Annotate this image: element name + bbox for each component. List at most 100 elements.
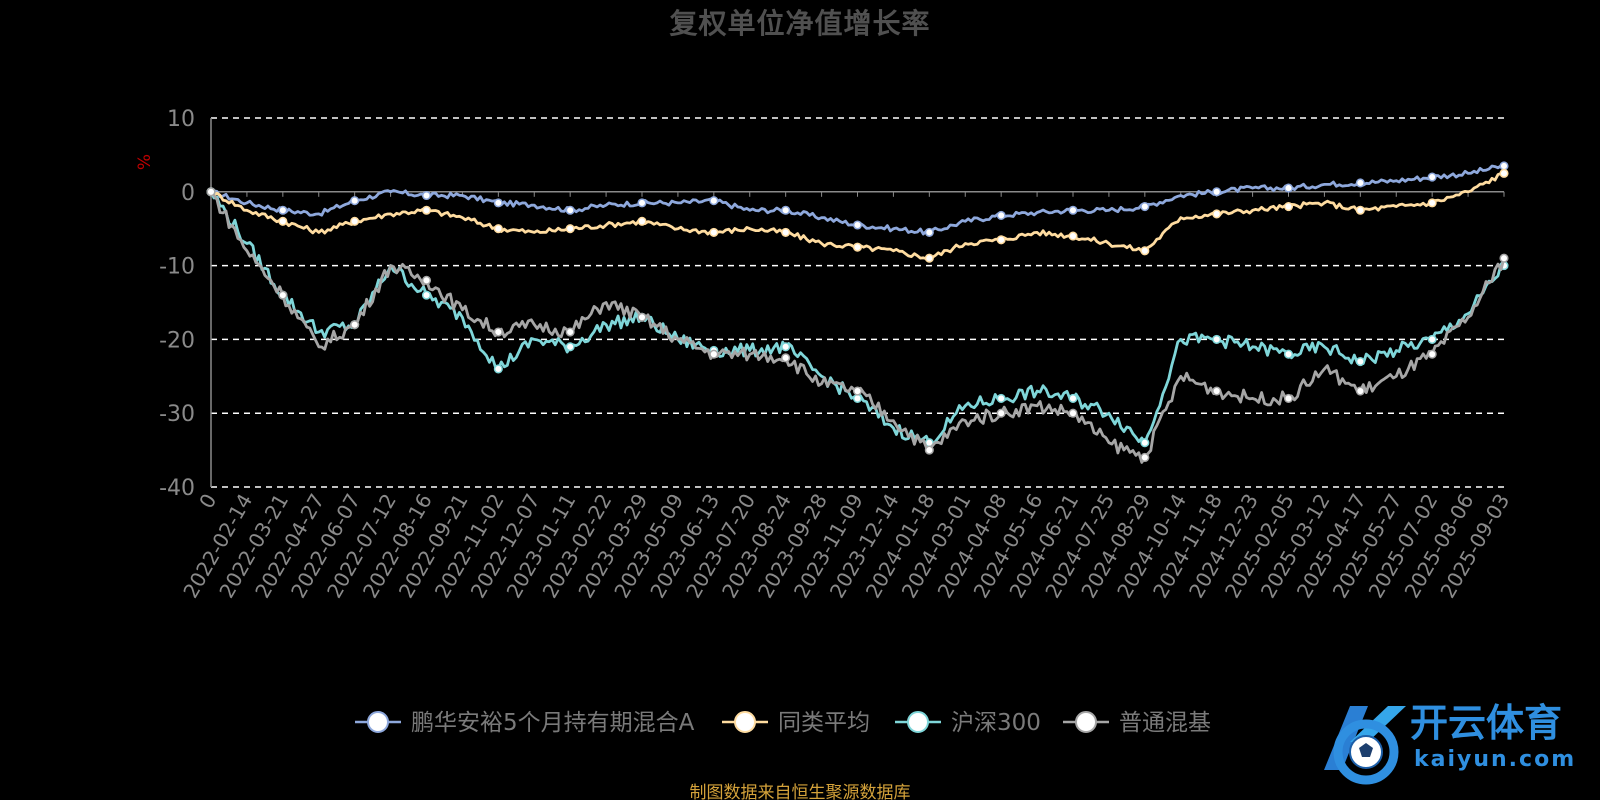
data-point	[493, 198, 503, 208]
data-point	[1140, 202, 1150, 212]
data-point	[350, 216, 360, 226]
y-tick-label: -40	[159, 476, 195, 501]
legend-item[interactable]: 沪深300	[895, 710, 1041, 736]
legend-marker-icon	[1075, 711, 1097, 733]
data-point	[1355, 356, 1365, 367]
data-point	[637, 198, 647, 208]
legend-label: 普通混基	[1119, 710, 1211, 736]
y-tick-label: 0	[181, 181, 195, 206]
legend-marker-icon	[907, 711, 929, 733]
data-point	[350, 320, 360, 330]
brand-logo-icon	[1324, 706, 1406, 785]
grid-layer	[211, 117, 1504, 488]
legend-item[interactable]: 普通混基	[1063, 710, 1211, 736]
data-point	[1212, 187, 1222, 197]
legend-marker-icon	[734, 711, 756, 733]
data-point	[493, 327, 503, 337]
data-point	[1355, 386, 1365, 396]
data-point	[852, 220, 863, 230]
data-point	[1499, 168, 1509, 178]
data-point	[924, 227, 934, 237]
data-point	[1355, 205, 1365, 215]
data-point	[852, 386, 863, 396]
y-axis-label: %	[135, 154, 155, 170]
data-point	[1140, 246, 1150, 256]
x-tick-label: 0	[194, 490, 221, 513]
data-point	[1283, 202, 1294, 212]
data-point	[1283, 349, 1294, 359]
data-point	[637, 312, 647, 322]
brand-url: kaiyun.com	[1414, 747, 1576, 772]
data-point	[1212, 386, 1222, 396]
data-point	[493, 224, 503, 234]
data-point	[1427, 172, 1437, 182]
data-point	[996, 210, 1006, 220]
data-point	[1140, 438, 1150, 448]
data-point	[278, 216, 288, 226]
data-point	[996, 393, 1006, 403]
data-point	[1355, 178, 1365, 188]
data-point	[350, 196, 360, 206]
y-tick-label: -10	[159, 255, 195, 280]
data-point	[1427, 349, 1437, 359]
data-point	[781, 227, 791, 237]
data-point	[278, 205, 288, 215]
legend-label: 同类平均	[778, 710, 870, 736]
data-point	[493, 364, 503, 374]
legend[interactable]: 鹏华安裕5个月持有期混合A 同类平均 沪深300 普通混基	[355, 710, 1211, 736]
data-point	[565, 342, 575, 352]
series-layer	[206, 161, 1509, 464]
data-point	[421, 290, 432, 300]
brand-watermark: 开云体育 kaiyun.com	[1324, 701, 1576, 785]
data-point	[278, 290, 288, 300]
legend-marker-icon	[367, 711, 389, 733]
data-point	[1283, 393, 1294, 403]
data-point	[1499, 253, 1509, 263]
data-point	[1068, 205, 1078, 215]
data-source-note: 制图数据来自恒生聚源数据库	[689, 783, 911, 800]
data-point	[637, 216, 647, 226]
brand-name: 开云体育	[1410, 701, 1562, 745]
data-point	[924, 445, 934, 455]
series-line	[209, 190, 1506, 464]
chart-title: 复权单位净值增长率	[669, 7, 931, 40]
data-point	[565, 327, 575, 337]
data-point	[709, 349, 719, 359]
data-point	[1068, 408, 1078, 418]
data-point	[1212, 209, 1222, 219]
data-point	[421, 205, 432, 215]
data-point	[996, 235, 1006, 245]
data-point	[781, 353, 791, 363]
legend-item[interactable]: 同类平均	[722, 710, 870, 736]
data-point	[1427, 334, 1437, 344]
data-point	[781, 205, 791, 215]
y-tick-label: -20	[159, 328, 195, 353]
data-point	[1068, 393, 1078, 403]
legend-item[interactable]: 鹏华安裕5个月持有期混合A	[355, 710, 695, 736]
data-point	[1068, 231, 1078, 241]
data-point	[1140, 452, 1150, 463]
data-point	[1283, 183, 1294, 193]
data-point	[565, 224, 575, 234]
series-line	[209, 191, 1505, 448]
data-point	[709, 196, 719, 206]
data-point	[421, 275, 432, 285]
data-point	[852, 393, 863, 403]
data-point	[924, 253, 934, 263]
data-point	[206, 187, 216, 197]
axis-layer: 100-10-20-30-4002022-02-142022-03-212022…	[159, 107, 1514, 602]
data-point	[565, 205, 575, 215]
data-point	[781, 342, 791, 352]
data-point	[709, 227, 719, 237]
y-tick-label: -30	[159, 402, 195, 427]
y-tick-label: 10	[167, 107, 195, 132]
data-point	[996, 408, 1006, 418]
data-point	[852, 242, 863, 252]
legend-label: 鹏华安裕5个月持有期混合A	[411, 710, 695, 736]
legend-label: 沪深300	[951, 710, 1041, 736]
data-point	[1212, 334, 1222, 344]
data-point	[1427, 198, 1437, 208]
data-point	[421, 190, 432, 201]
data-point	[1499, 161, 1509, 171]
